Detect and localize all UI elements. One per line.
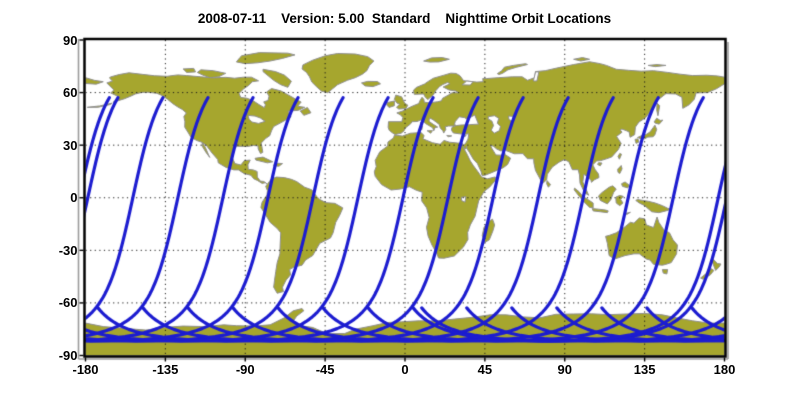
y-tick-label: 60 [63,85,78,101]
x-tick-label: 135 [633,361,656,377]
y-tick-label: -60 [58,295,78,311]
x-tick-label: 45 [477,361,493,377]
x-tick-label: -90 [235,361,255,377]
x-tick-label: 180 [713,361,736,377]
x-tick-label: 0 [401,361,409,377]
y-tick-label: -90 [58,348,78,363]
y-tick-label: 90 [63,32,78,48]
x-tick-label: -180 [72,361,99,377]
y-tick-label: 0 [70,190,78,206]
y-tick-label: -30 [58,242,78,258]
x-tick-label: -135 [152,361,179,377]
x-tick-label: 90 [557,361,572,377]
x-tick-label: -45 [315,361,335,377]
y-tick-label: 30 [63,137,78,153]
